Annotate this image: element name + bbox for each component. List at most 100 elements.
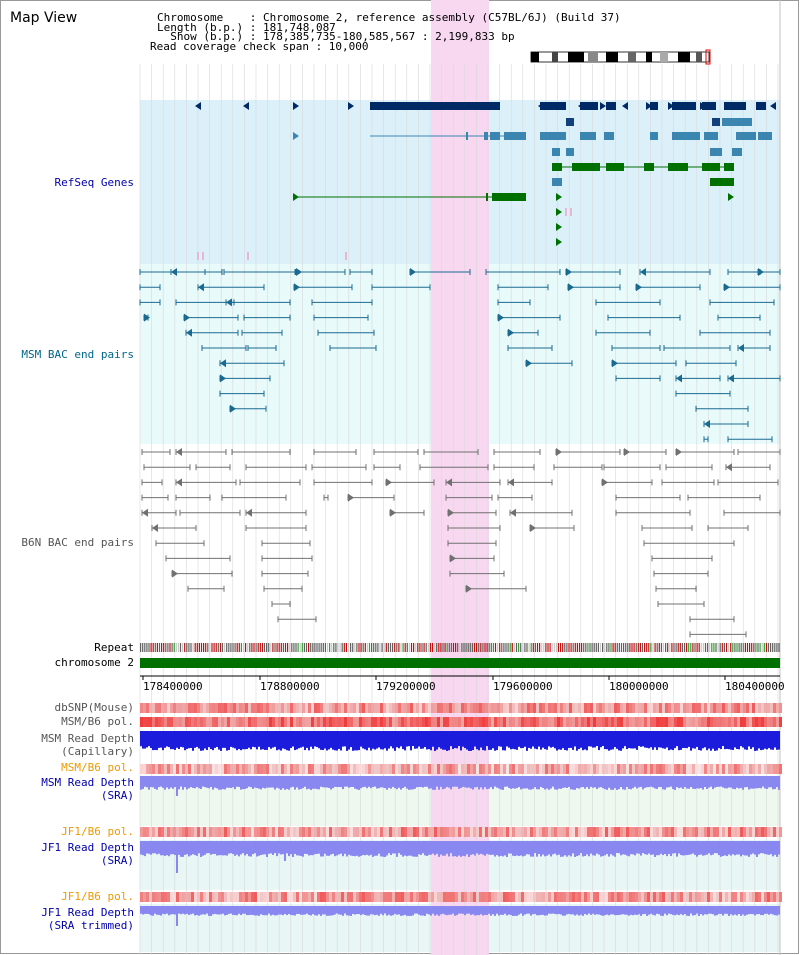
depth-bar	[724, 776, 726, 789]
heat-cell	[413, 892, 416, 902]
depth-bar	[606, 776, 608, 790]
heat-cell	[728, 703, 731, 713]
depth-bar	[320, 731, 322, 750]
heat-cell	[491, 892, 494, 902]
depth-bar	[708, 776, 710, 788]
heat-cell	[155, 764, 158, 774]
heat-cell	[662, 717, 665, 727]
depth-bar	[486, 776, 488, 790]
heat-cell	[305, 892, 308, 902]
track-label-msm-b6-pol-2[interactable]: MSM/B6 pol.	[61, 761, 134, 774]
depth-bar	[672, 906, 674, 915]
depth-bar	[426, 731, 428, 750]
depth-bar	[356, 731, 358, 751]
track-label-jf1-depth-trimmed[interactable]: JF1 Read Depth (SRA trimmed)	[41, 906, 134, 932]
track-label-msm-depth-sra[interactable]: MSM Read Depth (SRA)	[41, 776, 134, 802]
heat-cell	[521, 892, 524, 902]
heat-cell	[380, 703, 383, 713]
depth-bar	[154, 776, 156, 789]
track-label-b6n-bac[interactable]: B6N BAC end pairs	[21, 536, 134, 549]
depth-bar	[646, 731, 648, 748]
heat-cell	[719, 892, 722, 902]
depth-bar	[586, 731, 588, 751]
depth-bar	[526, 731, 528, 751]
depth-bar	[424, 841, 426, 856]
depth-bar	[454, 776, 456, 787]
heat-cell	[635, 764, 638, 774]
heat-cell	[611, 703, 614, 713]
depth-bar	[456, 841, 458, 857]
heat-cell	[176, 717, 179, 727]
track-label-dbsnp[interactable]: dbSNP(Mouse)	[54, 701, 134, 714]
repeat-mark	[679, 643, 681, 652]
depth-bar	[562, 731, 564, 749]
depth-bar	[552, 731, 554, 747]
depth-bar	[680, 906, 682, 915]
heat-cell	[656, 703, 659, 713]
track-label-repeat[interactable]: Repeat	[94, 641, 134, 654]
repeat-mark	[196, 643, 198, 652]
depth-bar	[298, 906, 300, 914]
depth-bar	[762, 906, 764, 916]
depth-bar	[302, 776, 304, 789]
heat-cell	[335, 764, 338, 774]
depth-bar	[634, 906, 636, 915]
depth-bar	[630, 731, 632, 749]
depth-bar	[722, 776, 724, 788]
track-label-jf1-b6-pol-2[interactable]: JF1/B6 pol.	[61, 890, 134, 903]
heat-cell	[521, 703, 524, 713]
repeat-mark	[280, 643, 282, 652]
depth-bar	[302, 841, 304, 857]
heat-cell	[518, 892, 521, 902]
depth-bar	[706, 776, 708, 790]
repeat-mark	[732, 643, 734, 652]
depth-bar	[688, 906, 690, 916]
depth-bar	[662, 731, 664, 749]
depth-bar	[178, 776, 180, 790]
depth-bar	[212, 906, 214, 915]
depth-bar	[210, 776, 212, 788]
depth-bar	[726, 906, 728, 914]
depth-bar	[300, 906, 302, 915]
depth-bar	[682, 776, 684, 789]
depth-bar	[684, 906, 686, 915]
heat-cell	[662, 764, 665, 774]
track-label-msm-bac[interactable]: MSM BAC end pairs	[21, 348, 134, 361]
heat-cell	[656, 892, 659, 902]
track-label-jf1-b6-pol-1[interactable]: JF1/B6 pol.	[61, 825, 134, 838]
gene-block	[552, 148, 560, 156]
heat-cell	[383, 764, 386, 774]
heat-cell	[548, 717, 551, 727]
repeat-mark	[211, 643, 213, 652]
heat-cell	[404, 703, 407, 713]
depth-bar	[316, 841, 318, 854]
depth-bar	[300, 731, 302, 748]
depth-bar	[480, 731, 482, 748]
heat-cell	[683, 764, 686, 774]
repeat-mark	[589, 643, 591, 652]
depth-bar	[742, 776, 744, 790]
track-label-msm-b6-pol-1[interactable]: MSM/B6 pol.	[61, 715, 134, 728]
depth-bar	[704, 731, 706, 748]
depth-bar	[298, 731, 300, 749]
repeat-mark	[591, 643, 593, 652]
heat-cell	[239, 703, 242, 713]
heat-cell	[329, 892, 332, 902]
depth-bar	[216, 776, 218, 789]
heat-cell	[542, 827, 545, 837]
depth-bar	[764, 841, 766, 855]
depth-bar	[548, 731, 550, 747]
heat-cell	[755, 717, 758, 727]
depth-bar	[154, 906, 156, 914]
track-label-refseq[interactable]: RefSeq Genes	[54, 176, 134, 189]
heat-cell	[698, 892, 701, 902]
repeat-mark	[633, 643, 635, 652]
track-label-jf1-depth-sra[interactable]: JF1 Read Depth (SRA)	[41, 841, 134, 867]
repeat-mark	[329, 643, 331, 652]
track-label-msm-depth-capillary[interactable]: MSM Read Depth (Capillary)	[41, 732, 134, 758]
depth-bar	[774, 841, 776, 855]
heat-cell	[470, 703, 473, 713]
heat-cell	[524, 764, 527, 774]
depth-bar	[524, 731, 526, 747]
depth-bar	[180, 841, 182, 857]
